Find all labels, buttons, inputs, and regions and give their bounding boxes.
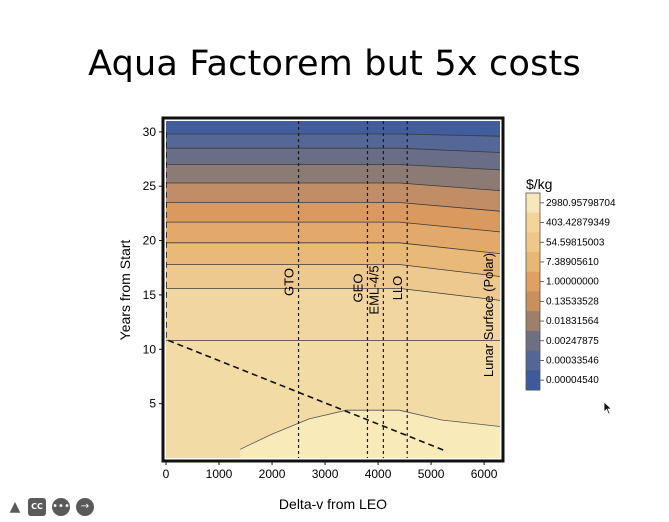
legend-swatch [526,271,540,292]
x-tick-label: 3000 [312,467,339,481]
x-tick-label: 6000 [471,467,498,481]
legend-swatch [526,232,540,253]
contour-line-3 [166,242,500,254]
legend-swatch [526,311,540,332]
legend-frame [525,192,541,391]
x-tick-label: 2000 [259,467,286,481]
legend-label: 0.00033546 [546,355,599,366]
y-tick-label: 10 [143,342,157,356]
y-tick-label: 5 [149,397,156,411]
contour-line-1 [166,287,500,301]
legend-label: 0.13533528 [546,296,599,307]
contour-line-6 [166,182,500,191]
bottom-region-contour [240,409,500,450]
mouse-cursor-icon [603,401,613,415]
y-tick-label: 15 [143,288,157,302]
axes: 0 1000 2000 3000 4000 5000 6000 5 10 15 20 25 30 [143,125,498,481]
legend-label: 0.01831564 [546,316,599,327]
ref-label-geo: GEO [350,274,365,303]
x-tick-label: 1000 [206,467,233,481]
contour-line-8 [166,147,500,153]
x-tick-label: 4000 [365,467,392,481]
contour-line-2 [166,264,500,277]
x-axis-label: Delta-v from LEO [279,496,387,512]
pointer-icon[interactable]: ▲ [9,499,21,515]
legend-label: 7.38905610 [546,257,599,268]
legend-swatch [526,212,540,233]
ref-label-llo: LLO [390,276,405,301]
ref-label-eml-4-5: EML-4/5 [366,265,381,314]
legend-label: 403.42879349 [546,218,610,229]
legend-label: 0.00004540 [546,375,599,386]
plot-frame [161,116,505,463]
contour-line-7 [166,164,500,171]
legend-swatch [526,370,540,391]
y-axis-label: Years from Start [117,240,133,341]
legend-label: 1.00000000 [546,277,599,288]
x-tick-label: 0 [163,467,170,481]
contour-line-5 [166,202,500,212]
captions-icon[interactable]: CC [28,498,46,516]
x-tick-label: 5000 [418,467,445,481]
contour-line-4 [166,221,500,233]
more-icon[interactable]: ••• [52,498,70,516]
legend-swatch [526,193,540,214]
contour-line-9 [166,133,500,137]
slide-title: Aqua Factorem but 5x costs [88,44,581,84]
legend-title: $/kg [526,176,552,192]
legend-label: 0.00247875 [546,336,599,347]
legend-swatch [526,330,540,352]
y-tick-label: 30 [143,125,157,139]
ref-label-gto: GTO [282,268,297,296]
y-tick-label: 20 [143,234,157,248]
presentation-controls: ▲ CC ••• → [8,498,94,516]
legend-swatch [526,252,540,273]
legend-label: 54.59815003 [546,237,605,248]
legend: $/kg 2980.95798704 403.42879349 54.59815003… [525,176,616,391]
legend-swatch [526,291,540,312]
legend-swatch [526,350,540,371]
overlay-lines [166,121,448,458]
next-arrow-icon[interactable]: → [76,498,94,516]
side-label-lunar-surface: Lunar Surface (Polar) [481,253,496,377]
y-tick-label: 25 [143,179,157,193]
bottom-region [240,410,500,458]
contour-bands [166,121,500,458]
contour-band-9 [166,121,500,137]
legend-label: 2980.95798704 [546,198,616,209]
